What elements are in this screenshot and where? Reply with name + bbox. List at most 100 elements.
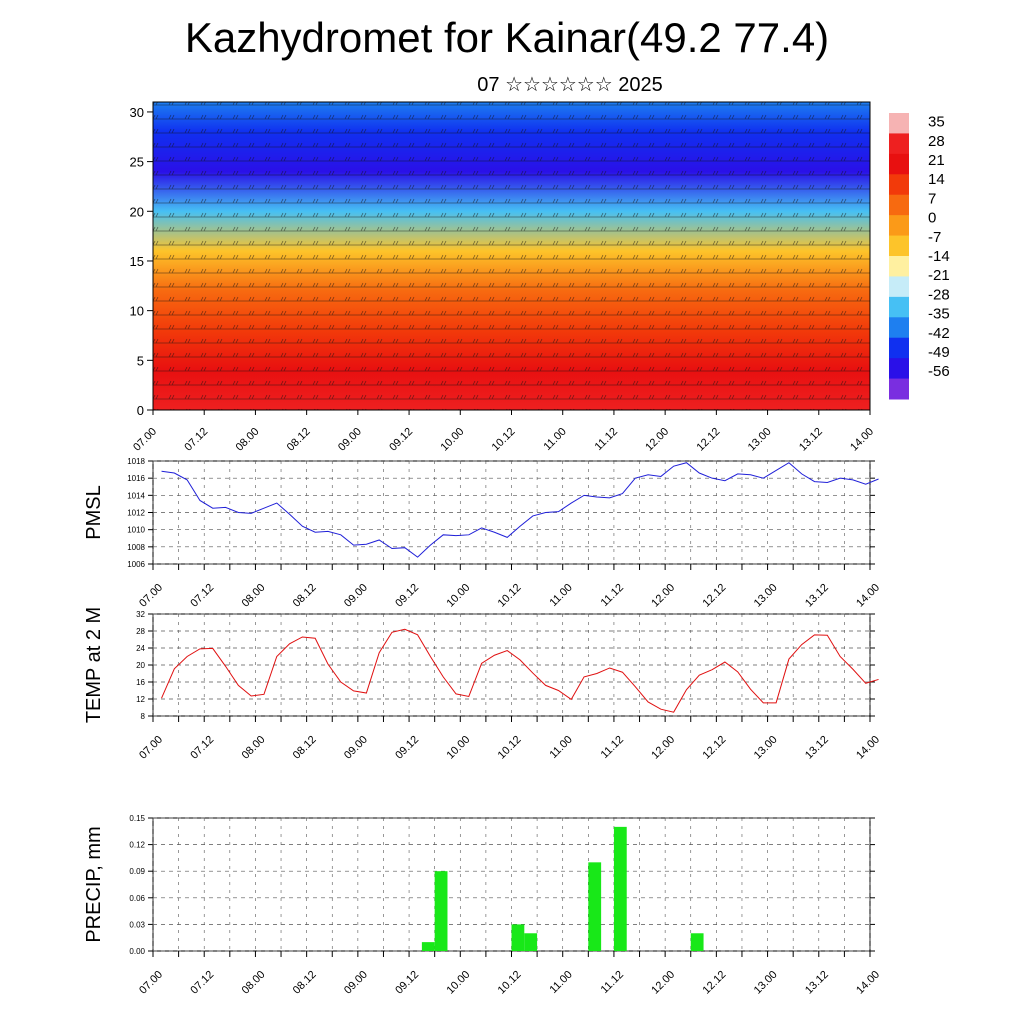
color-bar-label: -28 — [928, 286, 950, 303]
precip-x-tick-label: 08.12 — [291, 969, 319, 997]
precip-x-tick-label: 09.00 — [342, 969, 370, 997]
pmsl-panel: 1006 1008 1010 1012 1014 1016 1018 PMSL 07.00 07.… — [83, 457, 882, 610]
pmsl-x-tick-label: 07.12 — [188, 582, 216, 610]
color-bar-segment — [889, 317, 909, 339]
pmsl-x-tick-label: 08.00 — [240, 582, 268, 610]
heatmap-x-tick-label: 09.00 — [336, 426, 364, 454]
temp-y-axis-label: TEMP at 2 M — [83, 607, 105, 723]
color-bar-segment — [889, 235, 909, 257]
color-bar-segment — [889, 194, 909, 216]
pmsl-y-tick-label: 1010 — [127, 526, 145, 535]
pmsl-y-tick-label: 1016 — [127, 474, 145, 483]
temp-x-tick-label: 10.00 — [444, 734, 472, 762]
heatmap-x-tick-label: 07.12 — [182, 426, 210, 454]
color-bar-label: 21 — [928, 152, 945, 169]
chart-title: Kazhydromet for Kainar(49.2 77.4) — [184, 14, 830, 61]
precip-y-tick-label: 0.15 — [129, 814, 145, 823]
pmsl-y-tick-label: 1008 — [127, 543, 145, 552]
color-bar-segment — [889, 337, 909, 359]
pmsl-x-tick-label: 12.00 — [649, 582, 677, 610]
pmsl-x-tick-label: 08.12 — [291, 582, 319, 610]
precip-x-tick-label: 13.00 — [752, 969, 780, 997]
temp-y-tick-label: 28 — [136, 627, 145, 636]
precip-x-tick-label: 09.12 — [393, 969, 421, 997]
heatmap-x-tick-label: 13.00 — [746, 426, 774, 454]
pmsl-y-tick-label: 1018 — [127, 457, 145, 466]
color-bar-segment — [889, 378, 909, 400]
color-bar-label: -56 — [928, 363, 950, 380]
color-bar-label: -14 — [928, 248, 950, 265]
precip-x-tick-label: 14.00 — [854, 969, 882, 997]
precip-x-tick-label: 12.00 — [649, 969, 677, 997]
chart-subtitle: 07 ☆☆☆☆☆☆ 2025 — [477, 74, 663, 96]
temp-x-tick-label: 12.00 — [649, 734, 677, 762]
pmsl-x-tick-label: 13.12 — [803, 582, 831, 610]
precip-bar — [511, 924, 525, 951]
pmsl-y-tick-label: 1006 — [127, 560, 145, 569]
color-bar-legend: 35 28 21 14 7 0 -7 -14 -21 -28 -35 -42 -49 -56 — [889, 113, 950, 400]
heatmap-x-tick-label: 12.00 — [643, 426, 671, 454]
precip-x-tick-label: 12.12 — [701, 969, 729, 997]
precip-x-tick-label: 08.00 — [240, 969, 268, 997]
precip-x-tick-label: 13.12 — [803, 969, 831, 997]
pmsl-x-tick-label: 11.12 — [599, 582, 626, 609]
heatmap-x-tick-label: 14.00 — [848, 426, 876, 454]
temp-x-tick-label: 07.12 — [188, 734, 216, 762]
color-bar-segment — [889, 113, 909, 134]
pmsl-x-tick-label: 09.00 — [342, 582, 370, 610]
temp-y-tick-label: 8 — [141, 712, 146, 721]
wind-barbs — [153, 102, 870, 410]
pmsl-x-tick-label: 09.12 — [393, 582, 421, 610]
heatmap-y-tick-label: 15 — [130, 254, 144, 269]
color-bar-segment — [889, 296, 909, 318]
precip-bar — [613, 826, 627, 951]
temp-x-tick-label: 07.00 — [137, 734, 165, 762]
pmsl-x-tick-label: 11.00 — [547, 582, 574, 609]
pmsl-y-axis-label: PMSL — [83, 485, 105, 539]
pmsl-x-tick-label: 10.00 — [444, 582, 472, 610]
temp-y-tick-label: 32 — [136, 610, 145, 619]
precip-x-tick-label: 07.00 — [137, 969, 165, 997]
temp-x-tick-label: 12.12 — [701, 734, 729, 762]
temperature-wind-heatmap: 0 5 10 15 20 25 30 07.00 07.12 08.00 08.12 09.00 09.… — [130, 101, 876, 454]
color-bar-label: 35 — [928, 114, 945, 131]
color-bar-label: -49 — [928, 344, 950, 361]
temp-x-tick-label: 13.00 — [752, 734, 780, 762]
heatmap-y-tick-label: 25 — [130, 155, 144, 170]
heatmap-y-tick-label: 0 — [137, 403, 144, 418]
heatmap-x-tick-label: 12.12 — [695, 426, 723, 454]
color-bar-segment — [889, 358, 909, 380]
temp-x-tick-label: 14.00 — [854, 734, 882, 762]
heatmap-y-tick-label: 10 — [130, 304, 144, 319]
temp-x-tick-label: 11.12 — [599, 734, 626, 761]
color-bar-segment — [889, 133, 909, 155]
precip-y-tick-label: 0.09 — [129, 867, 145, 876]
color-bar-label: 0 — [928, 210, 936, 227]
temp-x-tick-label: 13.12 — [803, 734, 831, 762]
precip-y-tick-label: 0.06 — [129, 894, 145, 903]
heatmap-x-tick-label: 09.12 — [387, 426, 415, 454]
precip-x-tick-label: 10.12 — [496, 969, 524, 997]
color-bar-segment — [889, 276, 909, 298]
heatmap-y-tick-label: 30 — [130, 105, 144, 120]
color-bar-label: -35 — [928, 306, 950, 323]
color-bar-segment — [889, 256, 909, 277]
precip-y-tick-label: 0.00 — [129, 947, 145, 956]
heatmap-x-tick-label: 10.00 — [438, 426, 466, 454]
precip-x-tick-label: 11.12 — [599, 969, 626, 996]
precip-x-tick-label: 11.00 — [547, 969, 574, 996]
temp-x-tick-label: 08.00 — [240, 734, 268, 762]
temp-y-tick-label: 20 — [136, 661, 145, 670]
color-bar-label: 28 — [928, 133, 945, 150]
heatmap-x-tick-label: 08.00 — [234, 426, 262, 454]
temp-y-tick-label: 12 — [136, 695, 145, 704]
pmsl-x-tick-label: 13.00 — [752, 582, 780, 610]
temp-x-tick-label: 11.00 — [547, 734, 574, 761]
temp-2m-panel: 8 12 16 20 24 28 32 TEMP at 2 M 07.00 07.12 08.00 0… — [83, 607, 882, 762]
temp-x-tick-label: 09.12 — [393, 734, 421, 762]
heatmap-x-tick-label: 11.00 — [541, 426, 568, 453]
color-bar-label: -21 — [928, 267, 950, 284]
heatmap-x-tick-label: 08.12 — [285, 426, 313, 454]
color-bar-segment — [889, 174, 909, 196]
